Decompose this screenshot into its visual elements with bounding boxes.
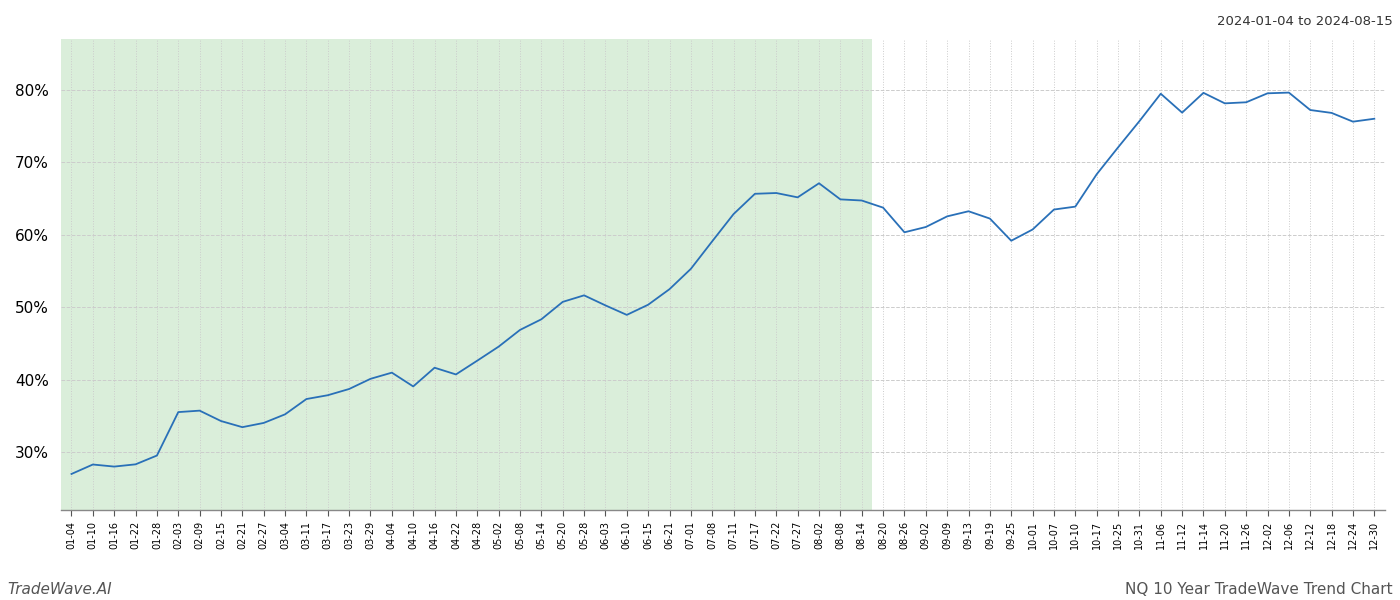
Text: NQ 10 Year TradeWave Trend Chart: NQ 10 Year TradeWave Trend Chart — [1126, 582, 1393, 597]
Text: TradeWave.AI: TradeWave.AI — [7, 582, 112, 597]
Bar — [60, 39, 872, 510]
Text: 2024-01-04 to 2024-08-15: 2024-01-04 to 2024-08-15 — [1217, 15, 1393, 28]
